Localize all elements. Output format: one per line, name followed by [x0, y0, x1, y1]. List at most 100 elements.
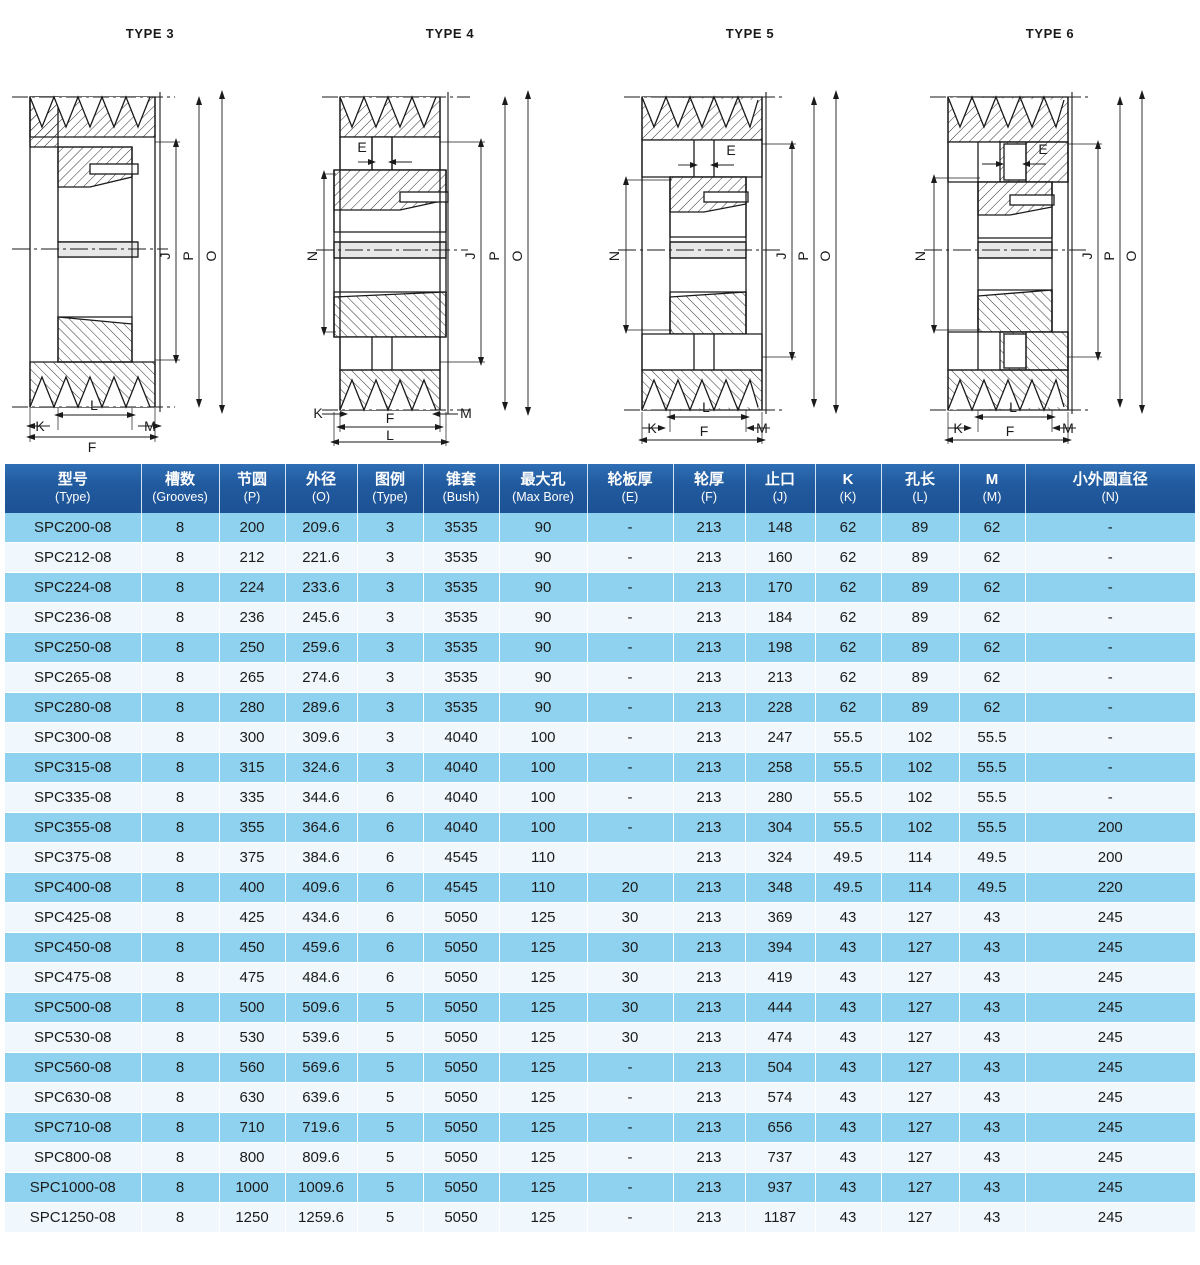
table-header-row: 型号 (Type) 槽数 (Grooves) 节圆 (P) 外径 (O) 图例 (Type) 锥套 (…	[5, 464, 1195, 513]
table-cell-r11-c3: 384.6	[285, 842, 358, 874]
table-header-cell-13[interactable]: 小外圆直径 (N)	[1025, 464, 1195, 513]
table-row[interactable]: SPC475-08 8 475 484.6 6 5050 125 30 213 419 43 127 4…	[5, 962, 1195, 994]
table-cell-r14-c13: 245	[1025, 932, 1195, 964]
table-row[interactable]: SPC400-08 8 400 409.6 6 4545 110 20 213 348 49.5 11…	[5, 872, 1195, 904]
table-cell-r15-c11: 127	[881, 962, 960, 994]
table-row[interactable]: SPC300-08 8 300 309.6 3 4040 100-213 247 55.5 102…	[5, 722, 1195, 754]
table-header-cell-9[interactable]: 止口 (J)	[745, 464, 816, 513]
table-row[interactable]: SPC315-08 8 315 324.6 3 4040 100-213 258 55.5 102…	[5, 752, 1195, 784]
table-cell-r0-c0: SPC200-08	[5, 512, 142, 544]
table-row[interactable]: SPC265-08 8 265 274.6 3 3535 90-213 213 62 89 62-	[5, 662, 1195, 694]
table-cell-r0-c2: 200	[219, 512, 286, 544]
table-header-cell-2[interactable]: 节圆 (P)	[219, 464, 286, 513]
table-cell-r21-c8: 213	[673, 1142, 746, 1174]
table-cell-r19-c12: 43	[959, 1082, 1026, 1114]
table-header-cell-7[interactable]: 轮板厚 (E)	[587, 464, 674, 513]
table-cell-r13-c12: 43	[959, 902, 1026, 934]
table-cell-r8-c9: 258	[745, 752, 816, 784]
table-row[interactable]: SPC710-08 8 710 719.6 5 5050 125-213 656 43 127 43…	[5, 1112, 1195, 1144]
table-cell-r21-c13: 245	[1025, 1142, 1195, 1174]
table-cell-r18-c10: 43	[815, 1052, 882, 1084]
table-row[interactable]: SPC212-08 8 212 221.6 3 3535 90-213 160 62 89 62-	[5, 542, 1195, 574]
table-cell-r16-c1: 8	[141, 992, 220, 1024]
table-header-cell-12[interactable]: M (M)	[959, 464, 1026, 513]
table-cell-r11-c9: 324	[745, 842, 816, 874]
table-cell-r4-c11: 89	[881, 632, 960, 664]
table-header-cell-8[interactable]: 轮厚 (F)	[673, 464, 746, 513]
figure-type-5-label-K: K	[647, 420, 657, 436]
figure-type-5-label-P: P	[795, 251, 811, 260]
table-cell-r0-c12: 62	[959, 512, 1026, 544]
table-cell-r23-c4: 5	[357, 1202, 424, 1234]
table-row[interactable]: SPC560-08 8 560 569.6 5 5050 125-213 504 43 127 43…	[5, 1052, 1195, 1084]
table-row[interactable]: SPC1000-08 8 1000 1009.6 5 5050 125-213 937 43 12…	[5, 1172, 1195, 1204]
table-row[interactable]: SPC355-08 8 355 364.6 6 4040 100-213 304 55.5 102…	[5, 812, 1195, 844]
table-header-cell-5[interactable]: 锥套 (Bush)	[423, 464, 500, 513]
table-header-cell-10[interactable]: K (K)	[815, 464, 882, 513]
table-header-cell-3[interactable]: 外径 (O)	[285, 464, 358, 513]
table-cell-r14-c3: 459.6	[285, 932, 358, 964]
table-row[interactable]: SPC630-08 8 630 639.6 5 5050 125-213 574 43 127 43…	[5, 1082, 1195, 1114]
table-cell-r12-c2: 400	[219, 872, 286, 904]
table-cell-r18-c8: 213	[673, 1052, 746, 1084]
table-header-cell-4[interactable]: 图例 (Type)	[357, 464, 424, 513]
table-cell-r12-c10: 49.5	[815, 872, 882, 904]
table-cell-r17-c0: SPC530-08	[5, 1022, 142, 1054]
table-cell-r15-c1: 8	[141, 962, 220, 994]
table-cell-r1-c0: SPC212-08	[5, 542, 142, 574]
figure-type-3-label-P: P	[180, 251, 196, 260]
table-header-en-6: (Max Bore)	[512, 490, 574, 505]
figure-type-4-drawing: E N J P O K M F L	[304, 90, 531, 446]
table-cell-r19-c10: 43	[815, 1082, 882, 1114]
table-row[interactable]: SPC280-08 8 280 289.6 3 3535 90-213 228 62 89 62-	[5, 692, 1195, 724]
table-header-cell-1[interactable]: 槽数 (Grooves)	[141, 464, 220, 513]
table-header-cn-4: 图例	[374, 471, 405, 488]
table-cell-r3-c11: 89	[881, 602, 960, 634]
table-cell-r19-c3: 639.6	[285, 1082, 358, 1114]
table-cell-r5-c11: 89	[881, 662, 960, 694]
table-cell-r6-c13: -	[1025, 692, 1195, 724]
table-header-cell-0[interactable]: 型号 (Type)	[5, 464, 142, 513]
table-header-cell-6[interactable]: 最大孔 (Max Bore)	[499, 464, 588, 513]
table-cell-r13-c13: 245	[1025, 902, 1195, 934]
table-cell-r5-c13: -	[1025, 662, 1195, 694]
table-row[interactable]: SPC375-08 8 375 384.6 6 4545 110 213 324 49.5 114 4…	[5, 842, 1195, 874]
table-cell-r1-c9: 160	[745, 542, 816, 574]
table-cell-r8-c6: 100	[499, 752, 588, 784]
table-row[interactable]: SPC335-08 8 335 344.6 6 4040 100-213 280 55.5 102…	[5, 782, 1195, 814]
table-cell-r0-c8: 213	[673, 512, 746, 544]
table-cell-r22-c5: 5050	[423, 1172, 500, 1204]
table-cell-r21-c7: -	[587, 1142, 674, 1174]
table-cell-r4-c6: 90	[499, 632, 588, 664]
table-row[interactable]: SPC800-08 8 800 809.6 5 5050 125-213 737 43 127 43…	[5, 1142, 1195, 1174]
table-row[interactable]: SPC200-08 8 200 209.6 3 3535 90-213 148 62 89 62-	[5, 512, 1195, 544]
table-cell-r16-c4: 5	[357, 992, 424, 1024]
table-cell-r5-c12: 62	[959, 662, 1026, 694]
table-header-cn-7: 轮板厚	[607, 471, 653, 488]
table-cell-r5-c9: 213	[745, 662, 816, 694]
table-cell-r5-c2: 265	[219, 662, 286, 694]
table-cell-r15-c8: 213	[673, 962, 746, 994]
table-cell-r20-c7: -	[587, 1112, 674, 1144]
table-cell-r22-c4: 5	[357, 1172, 424, 1204]
table-cell-r2-c4: 3	[357, 572, 424, 604]
table-cell-r9-c8: 213	[673, 782, 746, 814]
table-row[interactable]: SPC1250-08 8 1250 1259.6 5 5050 125-213 1187 43 1…	[5, 1202, 1195, 1234]
table-row[interactable]: SPC425-08 8 425 434.6 6 5050 125 30 213 369 43 127 4…	[5, 902, 1195, 934]
table-row[interactable]: SPC236-08 8 236 245.6 3 3535 90-213 184 62 89 62-	[5, 602, 1195, 634]
table-cell-r21-c5: 5050	[423, 1142, 500, 1174]
table-row[interactable]: SPC500-08 8 500 509.6 5 5050 125 30 213 444 43 127 4…	[5, 992, 1195, 1024]
table-row[interactable]: SPC450-08 8 450 459.6 6 5050 125 30 213 394 43 127 4…	[5, 932, 1195, 964]
table-header-cell-11[interactable]: 孔长 (L)	[881, 464, 960, 513]
table-row[interactable]: SPC224-08 8 224 233.6 3 3535 90-213 170 62 89 62-	[5, 572, 1195, 604]
table-row[interactable]: SPC250-08 8 250 259.6 3 3535 90-213 198 62 89 62-	[5, 632, 1195, 664]
table-cell-r16-c6: 125	[499, 992, 588, 1024]
table-cell-r10-c13: 200	[1025, 812, 1195, 844]
table-cell-r16-c8: 213	[673, 992, 746, 1024]
table-row[interactable]: SPC530-08 8 530 539.6 5 5050 125 30 213 474 43 127 4…	[5, 1022, 1195, 1054]
figure-type-3: TYPE 3	[0, 0, 300, 452]
table-cell-r3-c10: 62	[815, 602, 882, 634]
table-cell-r18-c4: 5	[357, 1052, 424, 1084]
table-cell-r13-c10: 43	[815, 902, 882, 934]
table-cell-r14-c10: 43	[815, 932, 882, 964]
